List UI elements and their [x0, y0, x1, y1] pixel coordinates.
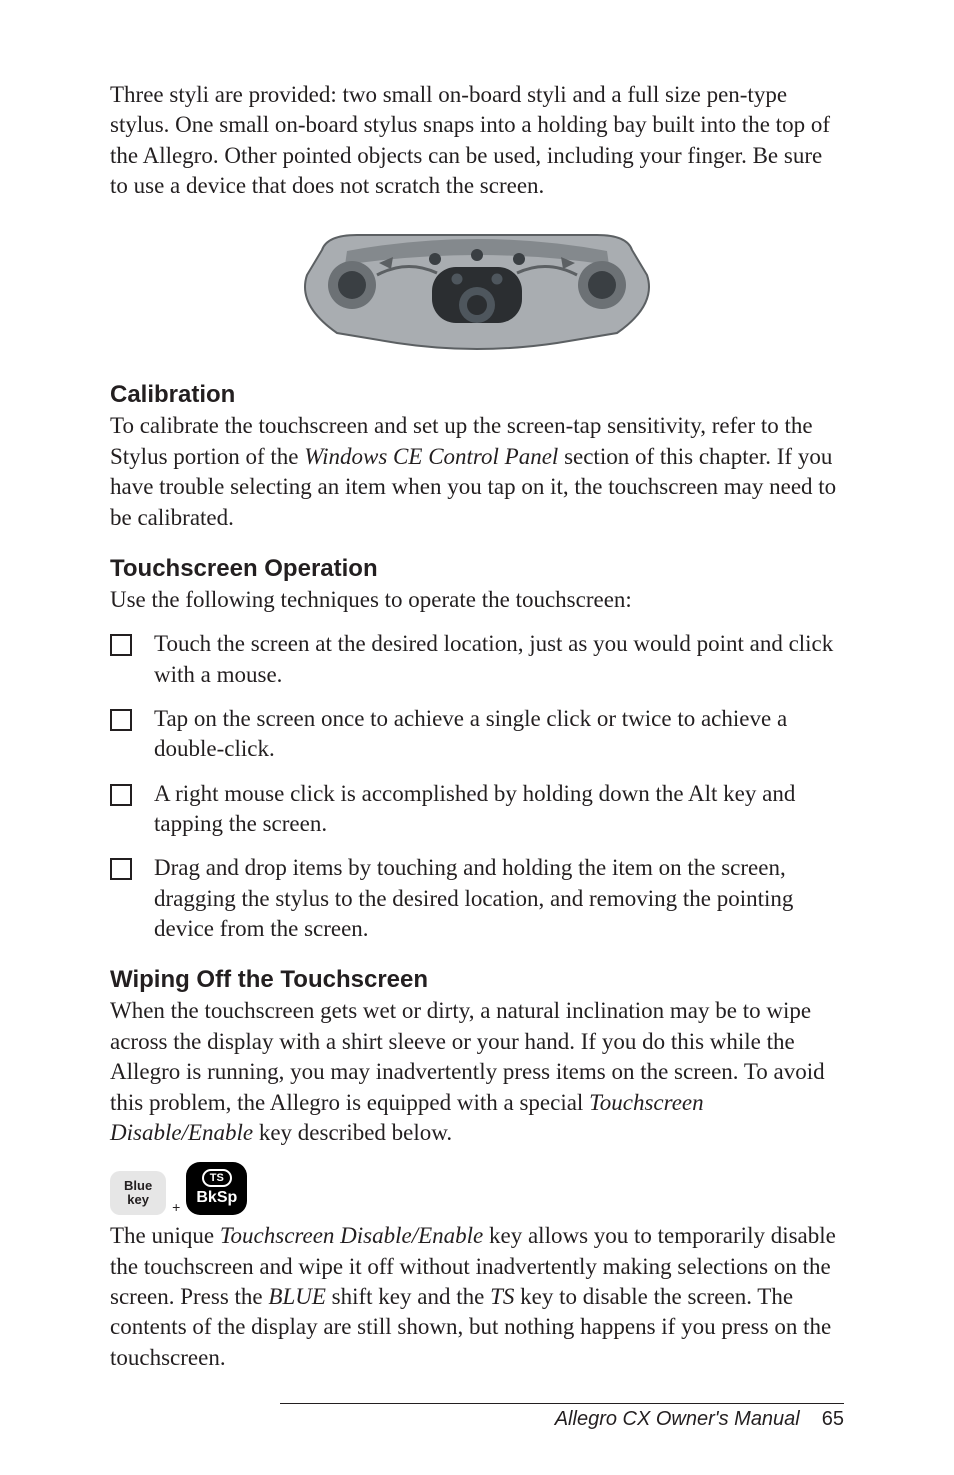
text-span-italic: Touchscreen Disable/Enable — [220, 1223, 483, 1248]
calibration-paragraph: To calibrate the touchscreen and set up … — [110, 411, 844, 532]
wiping-paragraph-1: When the touchscreen gets wet or dirty, … — [110, 996, 844, 1148]
intro-paragraph: Three styli are provided: two small on-b… — [110, 80, 844, 201]
text-span: shift key and the — [326, 1284, 490, 1309]
list-item: Touch the screen at the desired location… — [110, 629, 844, 690]
checkbox-icon — [110, 634, 132, 656]
text-span: The unique — [110, 1223, 220, 1248]
checkbox-icon — [110, 858, 132, 880]
operation-intro: Use the following techniques to operate … — [110, 585, 844, 615]
text-span-italic: Windows CE Control Panel — [304, 444, 558, 469]
footer-title: Allegro CX Owner's Manual — [555, 1408, 800, 1430]
list-item: Tap on the screen once to achieve a sing… — [110, 704, 844, 765]
plus-symbol: + — [172, 1199, 180, 1215]
calibration-heading: Calibration — [110, 381, 844, 409]
checkbox-icon — [110, 784, 132, 806]
operation-heading: Touchscreen Operation — [110, 555, 844, 583]
list-text: Drag and drop items by touching and hold… — [154, 855, 793, 941]
checkbox-icon — [110, 709, 132, 731]
blue-key-icon: Blue key — [110, 1171, 166, 1216]
text-span-italic: TS — [490, 1284, 514, 1309]
key-ts-label: TS — [202, 1169, 232, 1187]
text-span-italic: BLUE — [268, 1284, 326, 1309]
key-label: key — [127, 1192, 149, 1207]
wiping-paragraph-2: The unique Touchscreen Disable/Enable ke… — [110, 1221, 844, 1373]
device-top-illustration — [287, 215, 667, 355]
key-label: Blue — [124, 1178, 152, 1193]
bksp-key-icon: TS BkSp — [186, 1162, 247, 1215]
wiping-heading: Wiping Off the Touchscreen — [110, 966, 844, 994]
list-text: Tap on the screen once to achieve a sing… — [154, 706, 787, 761]
text-span: key described below. — [253, 1120, 452, 1145]
list-text: A right mouse click is accomplished by h… — [154, 781, 795, 836]
page-footer: Allegro CX Owner's Manual 65 — [280, 1403, 844, 1431]
key-combo-illustration: Blue key + TS BkSp — [110, 1162, 844, 1215]
operation-list: Touch the screen at the desired location… — [110, 629, 844, 944]
list-item: Drag and drop items by touching and hold… — [110, 853, 844, 944]
list-item: A right mouse click is accomplished by h… — [110, 779, 844, 840]
list-text: Touch the screen at the desired location… — [154, 631, 833, 686]
key-bksp-label: BkSp — [196, 1189, 237, 1207]
footer-page-number: 65 — [822, 1408, 844, 1430]
text-span: When the touchscreen gets wet or dirty, … — [110, 998, 825, 1114]
